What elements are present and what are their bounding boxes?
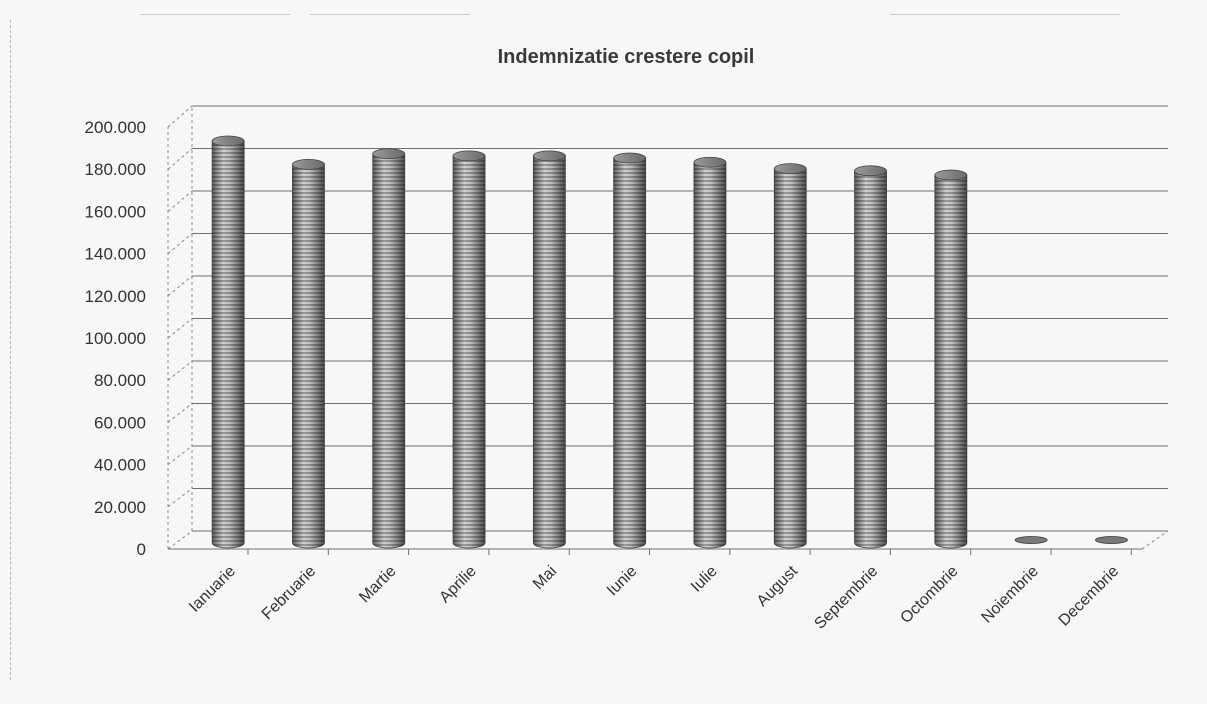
bar-top <box>693 156 727 168</box>
gridline-side <box>167 233 193 254</box>
y-tick-label: 160.000 <box>85 202 146 221</box>
x-tick-label: Noiembrie <box>978 563 1042 627</box>
gridline-side <box>167 275 193 297</box>
bar-top <box>934 169 968 181</box>
bar-top <box>211 135 245 147</box>
bar-august <box>773 163 807 549</box>
gridline-side <box>167 318 193 339</box>
gridline-side <box>167 403 193 423</box>
x-tick-label: Martie <box>356 563 400 607</box>
bar-top <box>773 163 807 175</box>
bar-zero-disc <box>1014 536 1048 544</box>
bar-texture <box>372 153 405 548</box>
x-tick-label: Octombrie <box>897 563 961 627</box>
bar-texture <box>934 175 967 549</box>
y-tick-label: 120.000 <box>85 287 146 306</box>
bar-texture <box>854 170 887 548</box>
bar-top <box>292 158 325 170</box>
y-tick-label: 180.000 <box>85 160 146 179</box>
y-tick-label: 60.000 <box>94 413 146 432</box>
x-tick-label: Ianuarie <box>186 563 239 616</box>
bar-texture <box>292 164 325 548</box>
bar-texture <box>453 155 486 548</box>
y-tick-label: 100.000 <box>85 329 146 348</box>
bar-top <box>452 150 486 162</box>
bars <box>211 135 1128 549</box>
bar-februarie <box>292 158 325 549</box>
x-tick-label: August <box>754 562 802 610</box>
gridline-side <box>167 105 193 128</box>
y-tick-label: 40.000 <box>94 456 146 475</box>
bar-top <box>613 152 647 164</box>
x-axis-category-labels: Ianuarie Februarie Martie Aprilie Mai Iunie Iu… <box>186 562 1122 632</box>
x-tick-label: Mai <box>530 563 560 593</box>
bar-texture <box>533 155 566 548</box>
bar-texture <box>774 168 807 548</box>
gridline-side <box>167 530 193 550</box>
bar-zero-disc <box>1095 536 1128 544</box>
gridline-side <box>167 190 193 212</box>
gridline-side <box>167 445 193 465</box>
x-tick-label: Decembrie <box>1056 563 1123 630</box>
x-tick-label: Iunie <box>604 563 641 600</box>
bar-septembrie <box>854 165 887 549</box>
bar-aprilie <box>452 150 486 549</box>
chart-title: Indemnizatie crestere copil <box>498 46 755 68</box>
x-tick-label: Iulie <box>688 563 721 596</box>
bar-decembrie <box>1095 536 1128 544</box>
bar-iulie <box>693 156 727 549</box>
bar-texture <box>212 141 245 548</box>
scan-artifact-line <box>140 14 290 15</box>
y-tick-label: 200.000 <box>85 118 146 137</box>
x-tick-label: Septembrie <box>811 563 881 633</box>
bar-texture <box>693 162 726 548</box>
x-tick-label: Februarie <box>259 563 320 624</box>
page-border-dash <box>10 20 11 680</box>
scan-artifact-line <box>890 14 1120 15</box>
gridline-side <box>167 360 193 381</box>
bar-octombrie <box>934 169 968 549</box>
bar-top <box>854 165 887 177</box>
gridline-side <box>167 148 193 170</box>
scan-artifact-line <box>310 14 470 15</box>
bar-ianuarie <box>211 135 245 549</box>
bar-top <box>532 150 566 162</box>
y-tick-label: 140.000 <box>85 245 146 264</box>
y-axis-tick-labels: 0 20.000 40.000 60.000 80.000 100.000 120.000 1… <box>85 118 146 559</box>
bar-noiembrie <box>1014 536 1048 544</box>
y-tick-label: 0 <box>137 540 146 559</box>
bar-texture <box>613 158 646 548</box>
gridline-side <box>167 488 193 508</box>
bar-martie <box>372 148 406 549</box>
x-tick-label: Aprilie <box>436 563 480 607</box>
bar-iunie <box>613 152 647 549</box>
bar-mai <box>532 150 566 549</box>
gridlines <box>167 105 1169 555</box>
floor-right-edge <box>1141 530 1169 550</box>
bar-top <box>372 148 406 160</box>
y-tick-label: 20.000 <box>94 498 146 517</box>
y-tick-label: 80.000 <box>94 371 146 390</box>
